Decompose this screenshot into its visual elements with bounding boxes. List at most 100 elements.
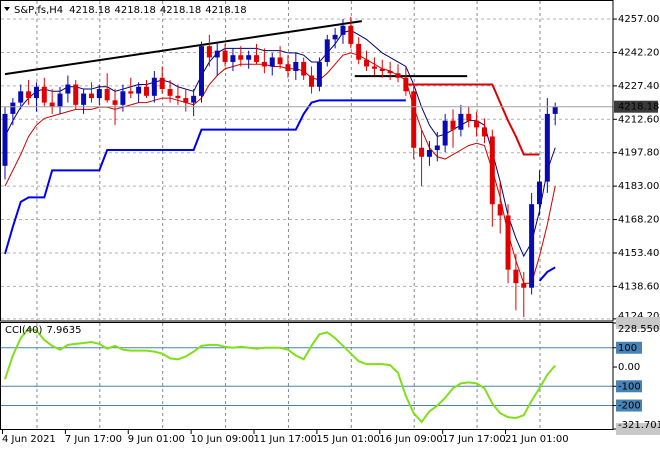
header-value: 4218.18 [160, 5, 201, 16]
candle-body [261, 61, 267, 67]
last-price-box [614, 100, 658, 113]
last-price-label: 4218.18 [618, 102, 659, 113]
candle-body [403, 77, 409, 92]
y-tick-label: 4124.20 [618, 311, 659, 322]
y-tick-label: 0.00 [618, 362, 640, 373]
candle-body [497, 204, 503, 216]
candle-body [104, 89, 110, 101]
y-tick-label: -200 [618, 401, 641, 412]
indicator-line [405, 83, 540, 156]
candle-body [120, 91, 126, 105]
candle-body [96, 89, 102, 99]
candle-body [529, 204, 535, 288]
candle-body [191, 95, 197, 103]
candle-body [159, 77, 165, 90]
candle-body [2, 113, 8, 166]
candle-body [269, 57, 275, 67]
candle-body [143, 86, 149, 96]
x-tick-label: 9 Jun 01:00 [128, 434, 185, 445]
main-frame [0, 0, 614, 322]
candle-body [419, 147, 425, 157]
candle-body [175, 95, 181, 99]
main-header: S&P,fs,H4 4218.18 4218.18 4218.18 4218.18 [14, 5, 247, 16]
plot [1, 16, 613, 424]
candle-body [199, 46, 204, 96]
candle-body [230, 55, 236, 62]
y-label-box [616, 380, 642, 393]
candle-body [364, 59, 370, 67]
indicator-line [4, 99, 556, 282]
y-tick-label: 100 [618, 343, 637, 354]
candle-body [356, 43, 362, 60]
x-tick-label: 4 Jun 2021 [2, 434, 56, 445]
y-tick-label: 4153.40 [618, 248, 659, 259]
menu-triangle[interactable] [4, 7, 10, 11]
candle-body [222, 50, 228, 62]
candle-body [466, 113, 472, 121]
y-tick-label: 4168.20 [618, 215, 659, 226]
candle-body [481, 127, 487, 137]
header-value: 4218.18 [115, 5, 156, 16]
header-value: 4218.18 [69, 5, 110, 16]
x-tick-label: 15 Jun 01:00 [316, 434, 380, 445]
candle-body [521, 283, 527, 288]
candle-body [18, 91, 24, 103]
y-tick-label: 4138.60 [618, 281, 659, 292]
y-tick-label: 4212.60 [618, 114, 659, 125]
y-label-box [616, 341, 642, 354]
candle-body [411, 91, 417, 148]
candle-body [206, 46, 212, 58]
candle-body [340, 25, 346, 35]
candle-body [136, 86, 142, 94]
y-tick-label: 4197.80 [618, 148, 659, 159]
x-tick-label: 7 Jun 17:00 [65, 434, 122, 445]
candle-body [151, 77, 157, 96]
x-tick-label: 10 Jun 09:00 [191, 434, 255, 445]
candle-body [379, 68, 385, 71]
y-tick-label: 4257.00 [618, 14, 659, 25]
y-tick-label: 4183.00 [618, 181, 659, 192]
candle-body [348, 25, 354, 44]
candle-body [474, 120, 480, 128]
y-tick-label: -321.7017 [618, 420, 660, 431]
candle-body [57, 93, 63, 108]
candle-body [434, 145, 440, 151]
y-label-box [616, 317, 660, 329]
cci-title: CCI(40) [5, 325, 43, 336]
candle-body [128, 91, 134, 94]
sub-frame [0, 322, 614, 430]
candle-body [254, 55, 260, 62]
candle-body [426, 150, 432, 157]
candle-body [33, 86, 39, 99]
cci-value: 7.9635 [46, 325, 81, 336]
candle-body [505, 215, 511, 270]
candle-body [167, 89, 173, 96]
candle-body [238, 55, 244, 60]
candle-body [88, 93, 94, 99]
candle-body [395, 73, 401, 78]
candle-body [544, 113, 550, 182]
symbol: S&P,fs,H4 [14, 5, 63, 16]
candle-body [73, 84, 79, 105]
x-tick-label: 11 Jun 17:00 [254, 434, 318, 445]
candle-body [324, 39, 330, 62]
candle-body [513, 269, 519, 284]
candle-body [450, 120, 456, 130]
candle-body [552, 106, 558, 114]
candle-body [81, 93, 87, 105]
candle-body [387, 70, 393, 74]
candle-body [49, 102, 55, 108]
x-tick-label: 17 Jun 17:00 [442, 434, 506, 445]
candle-body [41, 86, 47, 103]
trend-line [4, 20, 362, 76]
indicator-line [4, 327, 556, 424]
y-tick-label: 228.5504 [618, 324, 660, 335]
candle-body [112, 100, 118, 105]
candle-body [183, 98, 189, 103]
y-label-box [616, 423, 660, 435]
candle-body [285, 64, 291, 71]
candle-body [301, 61, 307, 76]
